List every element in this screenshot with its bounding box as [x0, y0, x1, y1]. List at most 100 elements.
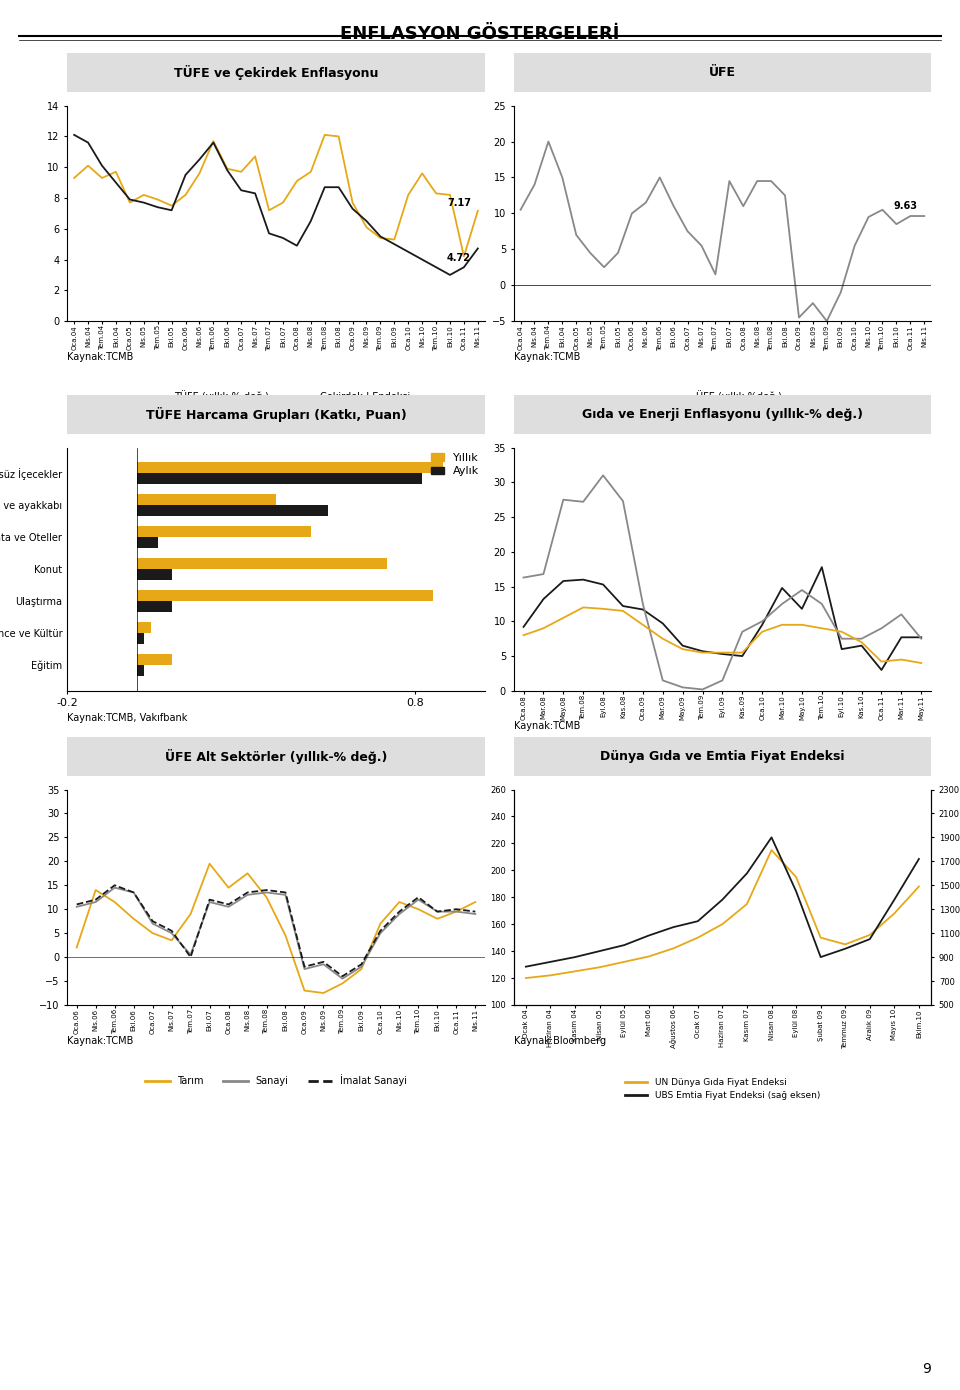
- Enerji: [617, 493, 629, 510]
- Tüfe: [558, 610, 569, 627]
- Tüfe: [617, 603, 629, 620]
- Text: Kaynak:TCMB: Kaynak:TCMB: [67, 1036, 133, 1045]
- Gıda: [756, 617, 768, 634]
- Legend: TÜFE (yıllık-% değ.), Çekirdek-I Endeksi: TÜFE (yıllık-% değ.), Çekirdek-I Endeksi: [137, 386, 415, 406]
- Enerji: [637, 596, 649, 613]
- Tüfe: [916, 655, 927, 671]
- Text: Kaynak:TCMB: Kaynak:TCMB: [514, 352, 580, 361]
- Bar: [137, 621, 151, 634]
- Text: Kaynak:Bloomberg: Kaynak:Bloomberg: [514, 1036, 606, 1045]
- Line: Tüfe: Tüfe: [523, 607, 922, 663]
- Legend: Tarım, Sanayi, İmalat Sanayi: Tarım, Sanayi, İmalat Sanayi: [141, 1070, 411, 1090]
- Enerji: [677, 680, 688, 696]
- Enerji: [796, 581, 807, 598]
- Text: Kaynak:TCMB, Vakıfbank: Kaynak:TCMB, Vakıfbank: [67, 713, 187, 723]
- Text: 7.17: 7.17: [446, 199, 470, 208]
- Tüfe: [517, 627, 529, 644]
- Enerji: [517, 570, 529, 587]
- Tüfe: [677, 641, 688, 657]
- Tüfe: [836, 623, 848, 639]
- Tüfe: [716, 645, 728, 662]
- Gıda: [836, 641, 848, 657]
- Enerji: [896, 606, 907, 623]
- Gıda: [796, 600, 807, 617]
- Line: Enerji: Enerji: [523, 475, 922, 689]
- Tüfe: [876, 653, 887, 670]
- Gıda: [916, 630, 927, 646]
- Text: 4.72: 4.72: [446, 253, 470, 263]
- Gıda: [517, 619, 529, 635]
- Enerji: [876, 620, 887, 637]
- Text: ENFLASYON GÖSTERGELERİ: ENFLASYON GÖSTERGELERİ: [340, 25, 620, 43]
- Gıda: [736, 648, 748, 664]
- Legend: Yıllık, Aylık: Yıllık, Aylık: [431, 453, 479, 477]
- Bar: [137, 570, 172, 581]
- Text: 9: 9: [923, 1362, 931, 1376]
- Text: 9.63: 9.63: [893, 200, 917, 211]
- Legend: Gıda, Enerji, Tüfe: Gıda, Enerji, Tüfe: [615, 756, 829, 774]
- Tüfe: [756, 623, 768, 639]
- Enerji: [538, 566, 549, 582]
- Bar: [137, 461, 443, 473]
- Gıda: [558, 573, 569, 589]
- Text: TÜFE ve Çekirdek Enflasyonu: TÜFE ve Çekirdek Enflasyonu: [174, 65, 378, 79]
- Gıda: [896, 630, 907, 646]
- Bar: [137, 589, 433, 602]
- Enerji: [597, 467, 609, 484]
- Enerji: [577, 493, 588, 510]
- Legend: ÜFE (yıllık-%değ.): ÜFE (yıllık-%değ.): [660, 386, 785, 406]
- Bar: [137, 666, 144, 677]
- Bar: [137, 537, 157, 549]
- Line: Gıda: Gıda: [523, 567, 922, 670]
- Enerji: [836, 631, 848, 648]
- Gıda: [855, 637, 867, 655]
- Tüfe: [855, 634, 867, 651]
- Gıda: [597, 577, 609, 594]
- Text: Kaynak:TCMB: Kaynak:TCMB: [67, 352, 133, 361]
- Enerji: [657, 673, 668, 689]
- Enerji: [558, 492, 569, 509]
- Gıda: [777, 580, 788, 596]
- Tüfe: [896, 652, 907, 669]
- Bar: [137, 634, 144, 645]
- Text: ÜFE Alt Sektörler (yıllık-% değ.): ÜFE Alt Sektörler (yıllık-% değ.): [165, 749, 387, 763]
- Enerji: [816, 596, 828, 613]
- Text: Kaynak:TCMB: Kaynak:TCMB: [514, 721, 580, 731]
- Tüfe: [697, 645, 708, 662]
- Gıda: [637, 602, 649, 619]
- Text: Dünya Gıda ve Emtia Fiyat Endeksi: Dünya Gıda ve Emtia Fiyat Endeksi: [600, 749, 845, 763]
- Legend: UN Dünya Gıda Fiyat Endeksi, UBS Emtia Fiyat Endeksi (sağ eksen): UN Dünya Gıda Fiyat Endeksi, UBS Emtia F…: [621, 1074, 824, 1104]
- Enerji: [777, 596, 788, 613]
- Gıda: [697, 644, 708, 660]
- Enerji: [716, 673, 728, 689]
- Tüfe: [538, 620, 549, 637]
- Bar: [137, 493, 276, 505]
- Gıda: [577, 571, 588, 588]
- Gıda: [617, 598, 629, 614]
- Tüfe: [816, 620, 828, 637]
- Bar: [137, 557, 387, 570]
- Bar: [137, 505, 328, 517]
- Text: Gıda ve Enerji Enflasyonu (yıllık-% değ.): Gıda ve Enerji Enflasyonu (yıllık-% değ.…: [582, 407, 863, 421]
- Enerji: [697, 681, 708, 698]
- Tüfe: [577, 599, 588, 616]
- Enerji: [855, 631, 867, 648]
- Gıda: [677, 637, 688, 655]
- Tüfe: [657, 631, 668, 648]
- Gıda: [657, 616, 668, 632]
- Bar: [137, 602, 172, 613]
- Enerji: [756, 613, 768, 630]
- Tüfe: [777, 617, 788, 634]
- Tüfe: [597, 600, 609, 617]
- Gıda: [816, 559, 828, 575]
- Text: ÜFE: ÜFE: [708, 65, 736, 79]
- Enerji: [736, 623, 748, 639]
- Enerji: [916, 631, 927, 648]
- Gıda: [538, 591, 549, 607]
- Bar: [137, 473, 422, 484]
- Tüfe: [736, 645, 748, 662]
- Bar: [137, 655, 172, 666]
- Text: TÜFE Harcama Grupları (Katkı, Puan): TÜFE Harcama Grupları (Katkı, Puan): [146, 407, 406, 421]
- Gıda: [876, 662, 887, 678]
- Bar: [137, 525, 311, 537]
